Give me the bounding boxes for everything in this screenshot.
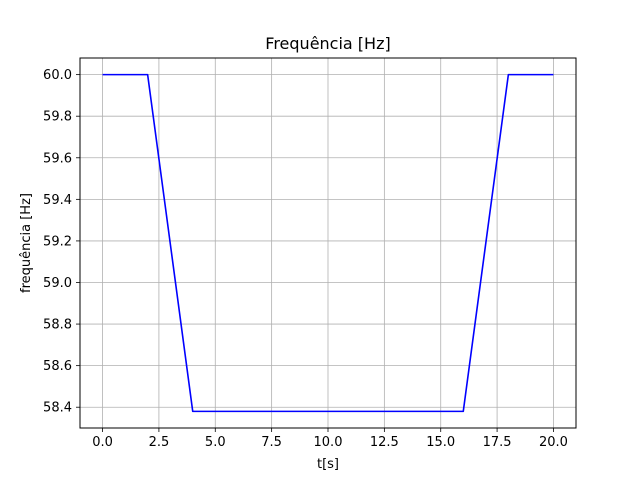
x-tick-label: 20.0 — [539, 435, 568, 450]
y-tick-label: 59.2 — [43, 234, 72, 249]
x-tick-label: 17.5 — [483, 435, 512, 450]
y-tick-label: 58.4 — [43, 401, 72, 416]
x-tick-label: 7.5 — [261, 435, 282, 450]
y-tick-label: 58.6 — [43, 359, 72, 374]
x-tick-label: 15.0 — [426, 435, 455, 450]
y-tick-label: 59.8 — [43, 110, 72, 125]
grid-layer — [80, 58, 576, 428]
y-tick-label: 60.0 — [43, 68, 72, 83]
x-tick-label: 5.0 — [205, 435, 226, 450]
y-tick-label: 59.6 — [43, 151, 72, 166]
series-line — [102, 73, 554, 413]
chart-title: Frequência [Hz] — [265, 34, 390, 53]
x-axis-label: t[s] — [317, 457, 339, 472]
y-tick-label: 59.4 — [43, 193, 72, 208]
x-tick-label: 0.0 — [92, 435, 113, 450]
y-tick-label: 59.0 — [43, 276, 72, 291]
x-tick-label: 2.5 — [149, 435, 170, 450]
y-axis-label: frequência [Hz] — [19, 193, 34, 293]
series-layer — [102, 73, 554, 413]
tick-layer: 0.0 2.5 5.0 7.5 10.0 12.5 15.0 17.5 20.0 58.4 58.6… — [43, 68, 568, 450]
x-tick-label: 10.0 — [314, 435, 343, 450]
y-tick-label: 58.8 — [43, 318, 72, 333]
x-tick-label: 12.5 — [370, 435, 399, 450]
